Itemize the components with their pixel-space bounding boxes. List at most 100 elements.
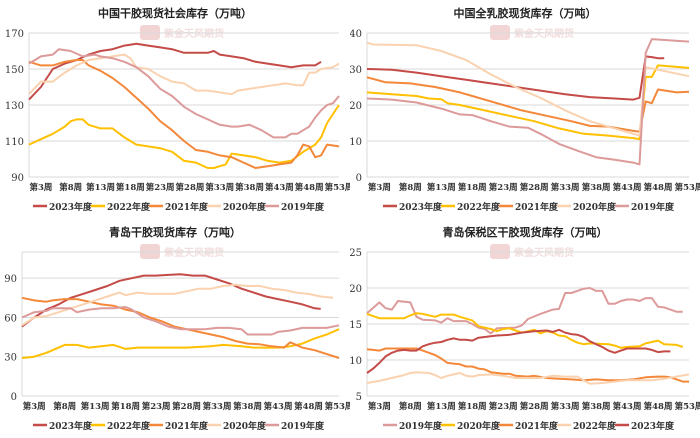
legend-label: 2019年度 [631, 201, 675, 213]
x-tick-label: 第3周 [23, 401, 46, 412]
legend-label: 2023年度 [631, 420, 675, 432]
y-tick-label: 20 [350, 284, 362, 295]
legend-label: 2022年度 [107, 201, 151, 213]
series-line-2019年度 [366, 38, 690, 166]
series-line-2023年度 [366, 328, 671, 374]
legend-label: 2020年度 [457, 420, 501, 432]
y-tick-label: 10 [350, 137, 362, 148]
x-tick-label: 第38周 [235, 182, 264, 193]
x-tick-label: 第33周 [551, 182, 580, 193]
watermark-text: 紫金天风期货 [164, 248, 224, 259]
x-tick-label: 第3周 [29, 182, 52, 193]
series-line-2021年度 [21, 296, 340, 359]
watermark-text: 紫金天风期货 [164, 29, 224, 40]
x-tick-label: 第43周 [613, 401, 642, 412]
y-tick-label: 90 [4, 274, 17, 285]
legend-item: 2021年度 [499, 420, 559, 432]
legend-item: 2020年度 [557, 201, 617, 213]
x-tick-label: 第48周 [644, 401, 673, 412]
legend-item: 2021年度 [499, 201, 559, 213]
y-tick-label: 30 [350, 65, 362, 76]
x-tick-label: 第23周 [146, 182, 175, 193]
x-tick-label: 第33周 [205, 182, 234, 193]
x-tick-label: 第53周 [675, 401, 700, 412]
x-tick-label: 第3周 [368, 401, 391, 412]
chart-panel-qingdao-bonded: 青岛保税区干胶现货库存（万吨） 紫金天风期货 5 10 15 20 25 第3周 第8周 第1… [350, 219, 700, 438]
legend-item: 2021年度 [149, 420, 209, 432]
chart-panel-china-latex: 中国全乳胶现货库存（万吨） 紫金天风期货 0 10 20 30 40 第3周 第8周 第13周… [350, 0, 700, 219]
legend-label: 2022年度 [457, 201, 501, 213]
series-line-2023年度 [28, 42, 322, 101]
y-tick-label: 25 [350, 248, 362, 259]
legend-label: 2020年度 [223, 201, 267, 213]
x-tick-label: 第48周 [644, 182, 673, 193]
legend-label: 2020年度 [573, 201, 617, 213]
legend-item: 2023年度 [383, 201, 443, 213]
x-tick-label: 第23周 [142, 401, 171, 412]
x-tick-label: 第8周 [399, 401, 422, 412]
x-tick-label: 第38周 [582, 182, 611, 193]
series-line-2019年度 [366, 287, 683, 335]
watermark-text: 紫金天风期货 [514, 29, 574, 40]
y-tick-label: 5 [356, 392, 362, 403]
legend-label: 2023年度 [49, 420, 93, 432]
x-tick-label: 第23周 [489, 401, 518, 412]
series-line-2020年度 [366, 312, 684, 349]
legend-label: 2021年度 [515, 201, 559, 213]
legend-item: 2023年度 [33, 420, 93, 432]
legend-label: 2021年度 [165, 201, 209, 213]
series-line-2022年度 [366, 371, 690, 385]
x-tick-label: 第18周 [458, 182, 487, 193]
legend-item: 2022年度 [91, 420, 151, 432]
legend-item: 2019年度 [265, 420, 325, 432]
x-tick-label: 第43周 [264, 401, 293, 412]
x-tick-label: 第13周 [81, 401, 110, 412]
legend-item: 2020年度 [441, 420, 501, 432]
legend-label: 2019年度 [281, 420, 325, 432]
legend-item: 2019年度 [265, 201, 325, 213]
x-tick-label: 第3周 [368, 182, 391, 193]
legend-label: 2020年度 [223, 420, 267, 432]
y-tick-label: 60 [4, 313, 17, 324]
x-tick-label: 第28周 [172, 401, 201, 412]
chart-title: 青岛保税区干胶现货库存（万吨） [442, 226, 608, 239]
legend-item: 2019年度 [615, 201, 675, 213]
x-tick-label: 第38周 [582, 401, 611, 412]
legend-item: 2020年度 [207, 420, 267, 432]
y-tick-label: 10 [350, 356, 362, 367]
chart-panel-qingdao-dry-rubber: 青岛干胶现货库存（万吨） 紫金天风期货 0 30 60 90 第3周 第8周 第13周 第18… [0, 219, 350, 438]
series-line-2023年度 [21, 273, 321, 328]
legend-item: 2019年度 [383, 420, 443, 432]
y-tick-label: 170 [5, 29, 24, 40]
x-tick-label: 第23周 [489, 182, 518, 193]
series-line-2019年度 [21, 306, 340, 336]
y-tick-label: 130 [5, 101, 24, 112]
legend-item: 2020年度 [207, 201, 267, 213]
x-tick-label: 第13周 [427, 182, 456, 193]
y-tick-label: 90 [11, 173, 24, 184]
legend-label: 2021年度 [515, 420, 559, 432]
x-tick-label: 第38周 [233, 401, 262, 412]
x-tick-label: 第28周 [520, 182, 549, 193]
legend-label: 2022年度 [573, 420, 617, 432]
x-tick-label: 第18周 [111, 401, 140, 412]
legend-item: 2023年度 [615, 420, 675, 432]
x-tick-label: 第28周 [520, 401, 549, 412]
chart-panel-china-dry-rubber: 中国干胶现货社会库存（万吨） 紫金天风期货 90 110 130 150 170 第3周第… [0, 0, 350, 219]
chart-title: 中国干胶现货社会库存（万吨） [98, 7, 252, 20]
x-tick-label: 第33周 [203, 401, 232, 412]
x-tick-label: 第28周 [176, 182, 205, 193]
x-tick-label: 第43周 [265, 182, 294, 193]
x-tick-label: 第13周 [427, 401, 456, 412]
y-tick-label: 40 [350, 29, 362, 40]
chart-title: 青岛干胶现货库存（万吨） [109, 226, 241, 239]
x-tick-label: 第48周 [294, 401, 323, 412]
chart-title: 中国全乳胶现货库存（万吨） [453, 7, 597, 20]
x-tick-label: 第43周 [613, 182, 642, 193]
legend-label: 2021年度 [165, 420, 209, 432]
series-line-2023年度 [366, 55, 665, 101]
legend-label: 2019年度 [281, 201, 325, 213]
series-line-2020年度 [366, 41, 690, 137]
legend-item: 2022年度 [441, 201, 501, 213]
